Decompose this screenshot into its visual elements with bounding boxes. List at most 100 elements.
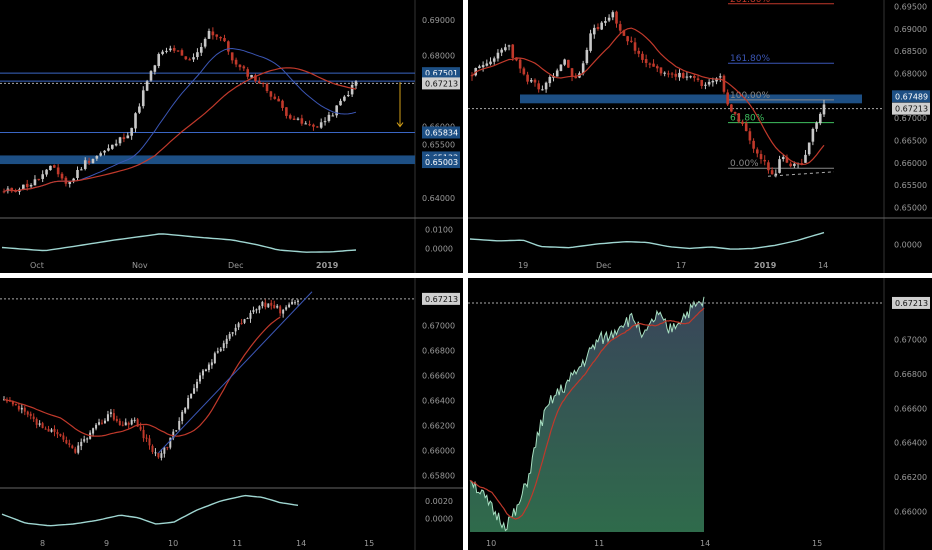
bl-candle-body bbox=[23, 407, 26, 412]
bl-time-tick: 11 bbox=[232, 539, 242, 548]
tl-candle-body bbox=[68, 181, 72, 184]
bl-osc-tick: 0.0000 bbox=[425, 515, 453, 524]
tr-candle-body bbox=[555, 70, 559, 77]
tr-candle-body bbox=[785, 157, 789, 163]
tr-candle-body bbox=[504, 47, 507, 51]
tl-tag-2-label: 0.67213 bbox=[425, 79, 458, 88]
tr-candle-body bbox=[592, 27, 596, 35]
tl-candle-body bbox=[37, 178, 41, 180]
tl-candle-body bbox=[172, 47, 176, 51]
tr-candle-body bbox=[718, 76, 722, 78]
tr-candle-body bbox=[670, 73, 674, 75]
tl-ma-red bbox=[3, 67, 357, 193]
tr-candle-body bbox=[704, 84, 707, 86]
tr-candle-body bbox=[496, 52, 500, 59]
tl-candle-body bbox=[288, 115, 292, 119]
bl-candle-body bbox=[109, 412, 112, 414]
bl-candle-body bbox=[68, 443, 71, 445]
tl-tag-5-bg bbox=[422, 156, 460, 169]
bl-candle-body bbox=[47, 428, 50, 432]
bl-candle-body bbox=[59, 434, 62, 436]
bl-candle-body bbox=[11, 401, 14, 405]
chart-top-right[interactable]: 261.80% 161.80% 100.00% 61.80% 0.00% 0.69500 0… bbox=[468, 0, 932, 273]
tr-candle-body bbox=[489, 61, 492, 65]
tl-candle-body bbox=[126, 135, 130, 139]
bl-candle-body bbox=[103, 420, 106, 424]
bl-candle-body bbox=[297, 300, 299, 302]
bl-candle-body bbox=[237, 323, 240, 328]
tr-price-tick: 0.69500 bbox=[894, 2, 927, 11]
tl-candle-body bbox=[91, 158, 95, 164]
bl-price-tick: 0.66400 bbox=[422, 397, 455, 406]
tr-candle-body bbox=[533, 79, 537, 83]
tr-fib-label-2: 100.00% bbox=[730, 91, 770, 101]
bl-candle-body bbox=[181, 411, 184, 422]
tr-time-tick: 14 bbox=[818, 261, 828, 270]
bl-candle-body bbox=[288, 304, 291, 307]
chart-bottom-right[interactable]: 0.67000 0.66800 0.66600 0.66400 0.66200 0.660… bbox=[468, 278, 932, 550]
tl-candle-body bbox=[250, 74, 253, 78]
bl-candle-body bbox=[118, 420, 121, 425]
chart-top-left[interactable]: 0.690000.680000.660000.655000.640000.675… bbox=[0, 0, 463, 273]
br-area-line bbox=[469, 296, 705, 532]
bl-candle-body bbox=[196, 381, 199, 389]
tl-candle-body bbox=[254, 75, 257, 82]
tr-candle-body bbox=[681, 73, 685, 78]
tr-candle-body bbox=[689, 76, 692, 78]
tl-candle-body bbox=[52, 165, 56, 168]
tr-candle-body bbox=[789, 163, 792, 167]
tl-price-tick: 0.65500 bbox=[422, 140, 455, 149]
tl-candle-body bbox=[323, 121, 327, 123]
tl-candle-body bbox=[257, 81, 261, 84]
bl-price-tick: 0.67000 bbox=[422, 322, 455, 331]
tr-price-tick: 0.65500 bbox=[894, 181, 927, 190]
tl-candle-body bbox=[316, 126, 319, 128]
tr-candle-body bbox=[644, 59, 648, 63]
bl-candle-body bbox=[65, 440, 68, 444]
tl-candle-body bbox=[292, 118, 296, 121]
bl-candle-body bbox=[276, 305, 279, 308]
tl-candle-body bbox=[153, 65, 157, 72]
tr-candle-body bbox=[726, 92, 729, 105]
tr-candle-body bbox=[693, 75, 696, 78]
tl-candle-body bbox=[2, 191, 6, 193]
tl-candle-body bbox=[354, 81, 358, 86]
tr-candle-body bbox=[548, 77, 552, 84]
tr-candle-body bbox=[652, 63, 655, 67]
tl-candle-body bbox=[87, 160, 91, 163]
tr-candle-body bbox=[648, 63, 652, 65]
bl-candle-body bbox=[56, 432, 59, 435]
tl-candle-body bbox=[265, 84, 269, 92]
tr-candle-body bbox=[741, 121, 744, 124]
bl-candle-body bbox=[44, 428, 47, 430]
bl-candle-body bbox=[62, 435, 65, 440]
br-tag-0-label: 0.67213 bbox=[895, 299, 928, 308]
tr-candle-body bbox=[522, 68, 526, 75]
tl-candle-body bbox=[22, 184, 25, 190]
tl-candle-body bbox=[122, 137, 126, 140]
tr-candle-body bbox=[781, 157, 785, 160]
bl-ma-red bbox=[3, 316, 281, 437]
tr-candle-body bbox=[767, 162, 770, 171]
tl-candle-body bbox=[339, 100, 342, 106]
bl-time-tick: 14 bbox=[296, 539, 306, 548]
tr-candle-body bbox=[818, 113, 822, 124]
bl-price-tick: 0.66600 bbox=[422, 372, 455, 381]
chart-bottom-left[interactable]: 0.67000 0.66800 0.66600 0.66400 0.66200 0.660… bbox=[0, 278, 463, 550]
bl-candle-body bbox=[199, 375, 201, 382]
bl-candle-body bbox=[157, 452, 160, 458]
tl-candle-body bbox=[161, 51, 164, 55]
tl-candle-body bbox=[312, 124, 315, 127]
tl-candle-body bbox=[138, 106, 141, 113]
bl-candle-body bbox=[106, 414, 109, 421]
tr-candle-body bbox=[618, 24, 622, 31]
br-price-tick: 0.66200 bbox=[894, 473, 927, 482]
tr-candle-body bbox=[511, 44, 515, 58]
tr-candle-body bbox=[515, 57, 518, 61]
tr-candle-body bbox=[711, 80, 715, 83]
tr-candle-body bbox=[674, 73, 678, 77]
tr-candle-body bbox=[615, 11, 618, 24]
tl-candle-body bbox=[103, 150, 106, 153]
tl-candle-body bbox=[118, 137, 122, 144]
tl-candle-body bbox=[165, 50, 168, 52]
